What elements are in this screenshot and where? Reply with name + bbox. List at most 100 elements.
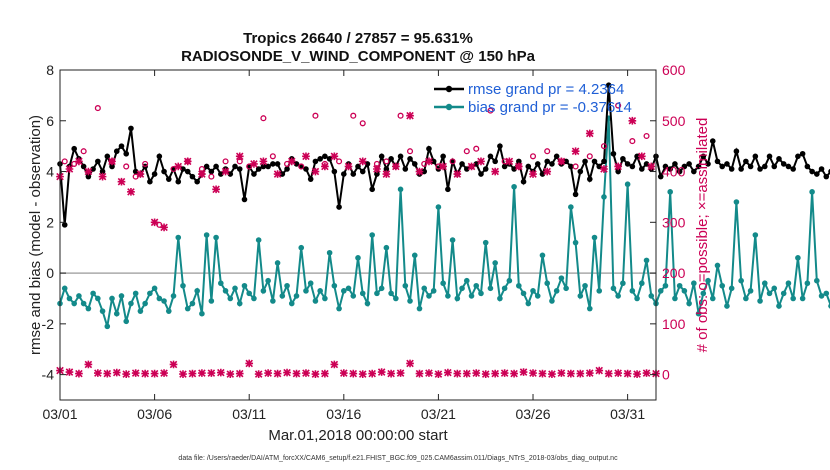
obs-possible-marker bbox=[298, 163, 305, 170]
bias-point bbox=[582, 282, 588, 289]
obs-assimilated-marker bbox=[94, 369, 102, 377]
obs-assimilated-marker bbox=[311, 167, 320, 176]
bias-point bbox=[118, 293, 125, 299]
bias-point bbox=[596, 288, 603, 294]
rmse-point bbox=[766, 153, 773, 160]
y-tick-label-left: 6 bbox=[46, 113, 54, 129]
rmse-point bbox=[478, 171, 484, 177]
bias-point bbox=[733, 199, 740, 205]
bias-point bbox=[251, 295, 257, 302]
obs-assimilated-marker bbox=[472, 369, 481, 377]
obs-possible-marker bbox=[208, 173, 215, 180]
obs-assimilated-marker bbox=[368, 369, 377, 378]
rmse-point bbox=[99, 168, 106, 175]
rmse-point bbox=[440, 153, 446, 160]
bias-point bbox=[260, 288, 267, 294]
bias-point bbox=[667, 189, 673, 195]
obs-assimilated-marker bbox=[425, 369, 433, 377]
bias-point bbox=[520, 290, 527, 297]
obs-assimilated-marker bbox=[557, 369, 566, 377]
obs-assimilated-marker bbox=[415, 369, 424, 378]
obs-assimilated-marker bbox=[387, 369, 395, 378]
bias-point bbox=[634, 295, 640, 302]
rmse-point bbox=[624, 161, 631, 167]
x-axis-label: Mar.01,2018 00:00:00 start bbox=[268, 427, 448, 444]
rmse-point bbox=[113, 148, 120, 155]
bias-point bbox=[525, 300, 532, 307]
bias-point bbox=[752, 232, 759, 238]
rmse-point bbox=[657, 173, 664, 180]
rmse-point bbox=[823, 173, 830, 180]
bias-point bbox=[416, 305, 423, 312]
rmse-point bbox=[525, 163, 532, 170]
obs-possible-marker bbox=[463, 148, 470, 155]
bias-point bbox=[530, 288, 536, 294]
obs-assimilated-marker bbox=[198, 170, 206, 178]
bias-point bbox=[180, 282, 186, 289]
rmse-point bbox=[274, 161, 281, 167]
obs-assimilated-marker bbox=[505, 157, 514, 166]
obs-assimilated-marker bbox=[207, 369, 216, 377]
rmse-point bbox=[383, 166, 390, 172]
rmse-point bbox=[194, 178, 200, 185]
obs-assimilated-marker bbox=[481, 370, 490, 378]
rmse-point bbox=[568, 163, 574, 170]
obs-possible-marker bbox=[269, 153, 276, 160]
obs-assimilated-marker bbox=[179, 370, 187, 378]
obs-assimilated-marker bbox=[529, 170, 537, 178]
rmse-point bbox=[236, 166, 243, 172]
bias-point bbox=[601, 194, 607, 200]
legend-rmse-marker bbox=[445, 85, 453, 93]
obs-assimilated-marker bbox=[302, 152, 310, 161]
rmse-point bbox=[331, 168, 338, 175]
bias-point bbox=[445, 293, 451, 299]
rmse-point bbox=[667, 166, 673, 172]
rmse-point bbox=[591, 158, 598, 165]
obs-possible-marker bbox=[123, 163, 130, 170]
rmse-point bbox=[601, 158, 607, 165]
bias-point bbox=[203, 232, 210, 238]
obs-assimilated-marker bbox=[98, 172, 107, 181]
obs-possible-marker bbox=[487, 107, 494, 114]
obs-assimilated-marker bbox=[604, 369, 613, 378]
y-tick-label-right: 500 bbox=[662, 113, 686, 129]
obs-possible-marker bbox=[544, 148, 551, 155]
bias-point bbox=[516, 282, 522, 289]
obs-assimilated-marker bbox=[321, 162, 329, 171]
rmse-point bbox=[771, 163, 778, 170]
obs-assimilated-marker bbox=[235, 152, 244, 161]
bias-point bbox=[270, 298, 276, 304]
bias-point bbox=[558, 275, 565, 281]
rmse-point bbox=[180, 166, 186, 172]
obs-assimilated-marker bbox=[254, 370, 263, 378]
obs-assimilated-marker bbox=[462, 369, 471, 378]
x-tick-label: 03/16 bbox=[326, 406, 361, 422]
rmse-point bbox=[445, 186, 451, 193]
obs-assimilated-marker bbox=[600, 165, 608, 173]
rmse-point bbox=[402, 166, 409, 172]
obs-assimilated-marker bbox=[302, 369, 310, 377]
bias-point bbox=[156, 295, 163, 302]
obs-assimilated-marker bbox=[628, 116, 637, 125]
bias-point bbox=[85, 305, 92, 312]
rmse-point bbox=[691, 168, 697, 175]
rmse-point bbox=[549, 161, 555, 167]
rmse-point bbox=[232, 163, 238, 170]
bias-point bbox=[61, 285, 68, 292]
bias-point bbox=[355, 255, 361, 261]
bias-point bbox=[199, 310, 205, 317]
obs-possible-marker bbox=[473, 145, 480, 152]
rmse-point bbox=[620, 156, 626, 162]
obs-assimilated-marker bbox=[425, 157, 433, 166]
bias-point bbox=[534, 293, 541, 299]
obs-assimilated-marker bbox=[614, 162, 622, 171]
bias-point bbox=[312, 298, 319, 304]
rmse-point bbox=[260, 163, 267, 170]
rmse-point bbox=[355, 163, 361, 170]
rmse-point bbox=[227, 171, 234, 177]
obs-assimilated-marker bbox=[623, 369, 632, 378]
rmse-point bbox=[364, 161, 371, 167]
bias-point bbox=[397, 186, 404, 193]
obs-assimilated-marker bbox=[382, 170, 391, 178]
bias-point bbox=[719, 282, 726, 289]
